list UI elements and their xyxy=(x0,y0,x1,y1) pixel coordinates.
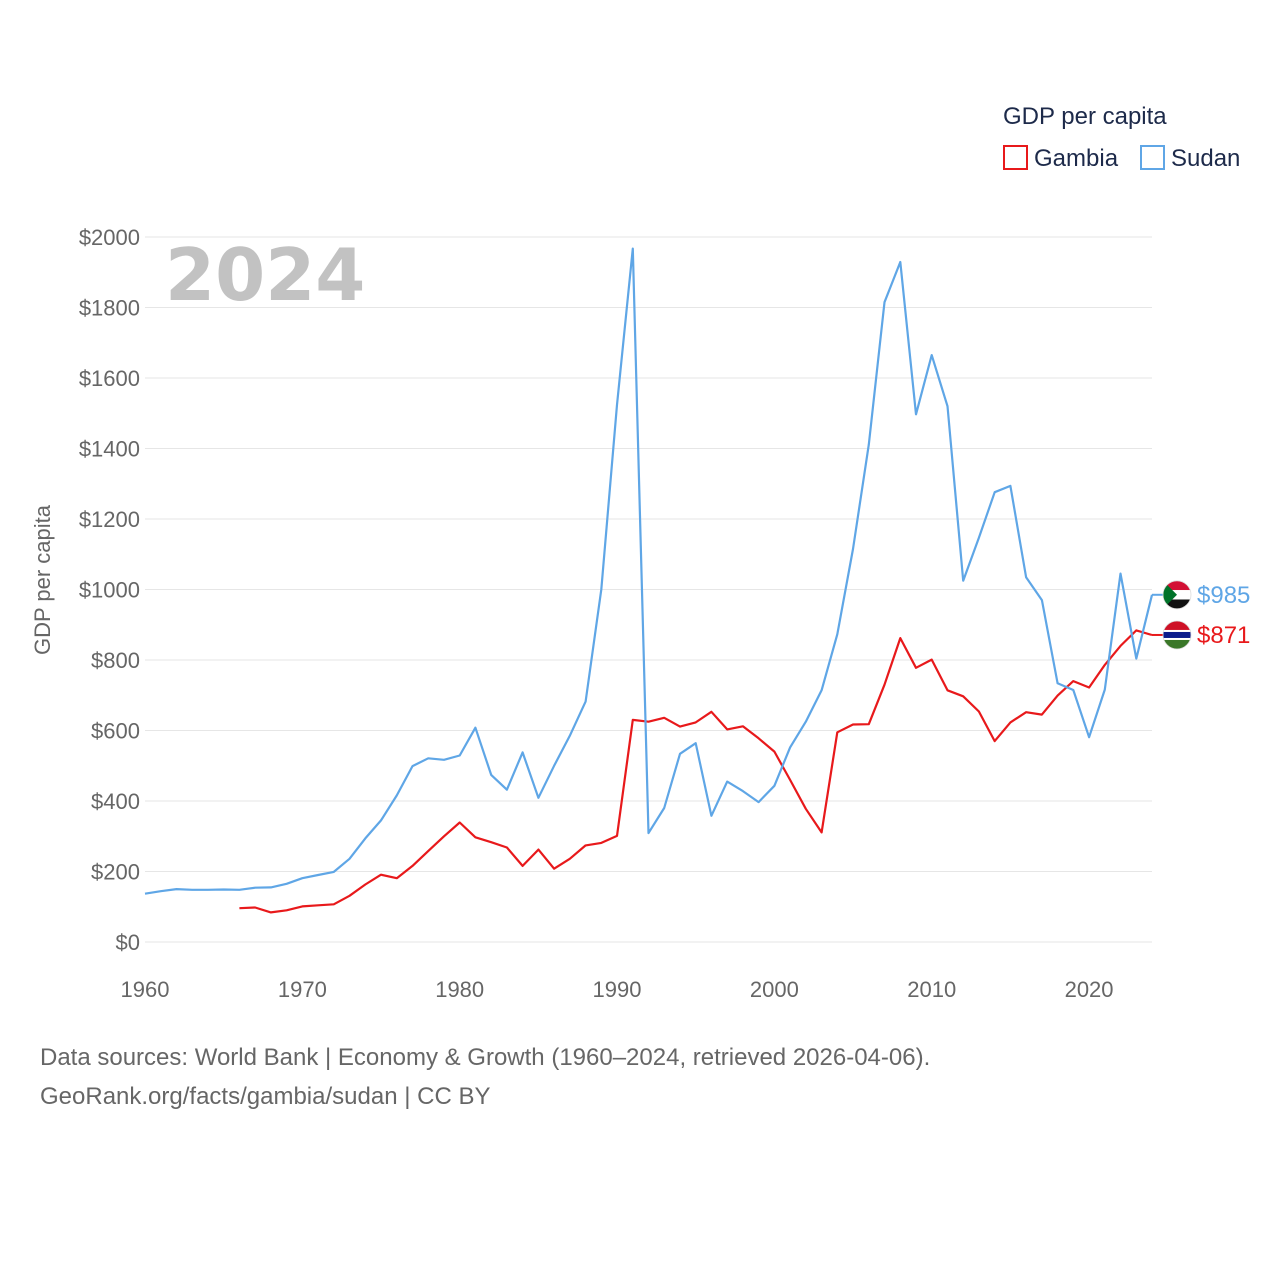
y-tick-label: $1800 xyxy=(79,296,140,321)
series-lines xyxy=(144,247,1154,914)
gambia-flag-icon xyxy=(1162,620,1192,650)
gridlines xyxy=(145,236,1152,943)
x-tick-label: 1990 xyxy=(593,977,642,1002)
x-tick-label: 1960 xyxy=(121,977,170,1002)
legend-label-sudan[interactable]: Sudan xyxy=(1171,145,1240,172)
x-axis-ticks: 1960 1970 1980 1990 2000 2010 2020 xyxy=(121,977,1114,1002)
y-axis-label: GDP per capita xyxy=(30,504,55,655)
x-tick-label: 1980 xyxy=(435,977,484,1002)
legend: GDP per capita Gambia Sudan xyxy=(1003,103,1240,172)
footer-sources: Data sources: World Bank | Economy & Gro… xyxy=(40,1044,931,1071)
y-tick-label: $1400 xyxy=(79,437,140,462)
legend-swatch-sudan[interactable] xyxy=(1140,145,1165,170)
end-value-label-sudan: $985 xyxy=(1197,582,1250,609)
y-tick-label: $600 xyxy=(91,719,140,744)
legend-title: GDP per capita xyxy=(1003,103,1167,130)
legend-swatch-gambia[interactable] xyxy=(1003,145,1028,170)
end-value-label-gambia: $871 xyxy=(1197,622,1250,649)
year-label: 2024 xyxy=(165,233,365,317)
series-line-gambia[interactable] xyxy=(239,629,1153,914)
x-tick-label: 2010 xyxy=(907,977,956,1002)
y-tick-label: $200 xyxy=(91,860,140,885)
y-tick-label: $1200 xyxy=(79,507,140,532)
series-line-sudan[interactable] xyxy=(144,247,1154,895)
y-tick-label: $2000 xyxy=(79,225,140,250)
y-tick-label: $800 xyxy=(91,648,140,673)
y-tick-label: $1600 xyxy=(79,366,140,391)
footer-credit: GeoRank.org/facts/gambia/sudan | CC BY xyxy=(40,1083,491,1110)
sudan-flag-icon xyxy=(1162,580,1192,610)
y-tick-label: $400 xyxy=(91,789,140,814)
y-tick-label: $1000 xyxy=(79,578,140,603)
legend-label-gambia[interactable]: Gambia xyxy=(1034,145,1119,172)
y-tick-label: $0 xyxy=(116,930,140,955)
x-tick-label: 1970 xyxy=(278,977,327,1002)
x-tick-label: 2000 xyxy=(750,977,799,1002)
x-tick-label: 2020 xyxy=(1065,977,1114,1002)
y-axis-ticks: $0 $200 $400 $600 $800 $1000 $1200 $1400 $1600 $1… xyxy=(79,225,140,955)
end-markers: $871 $985 xyxy=(1152,580,1250,650)
